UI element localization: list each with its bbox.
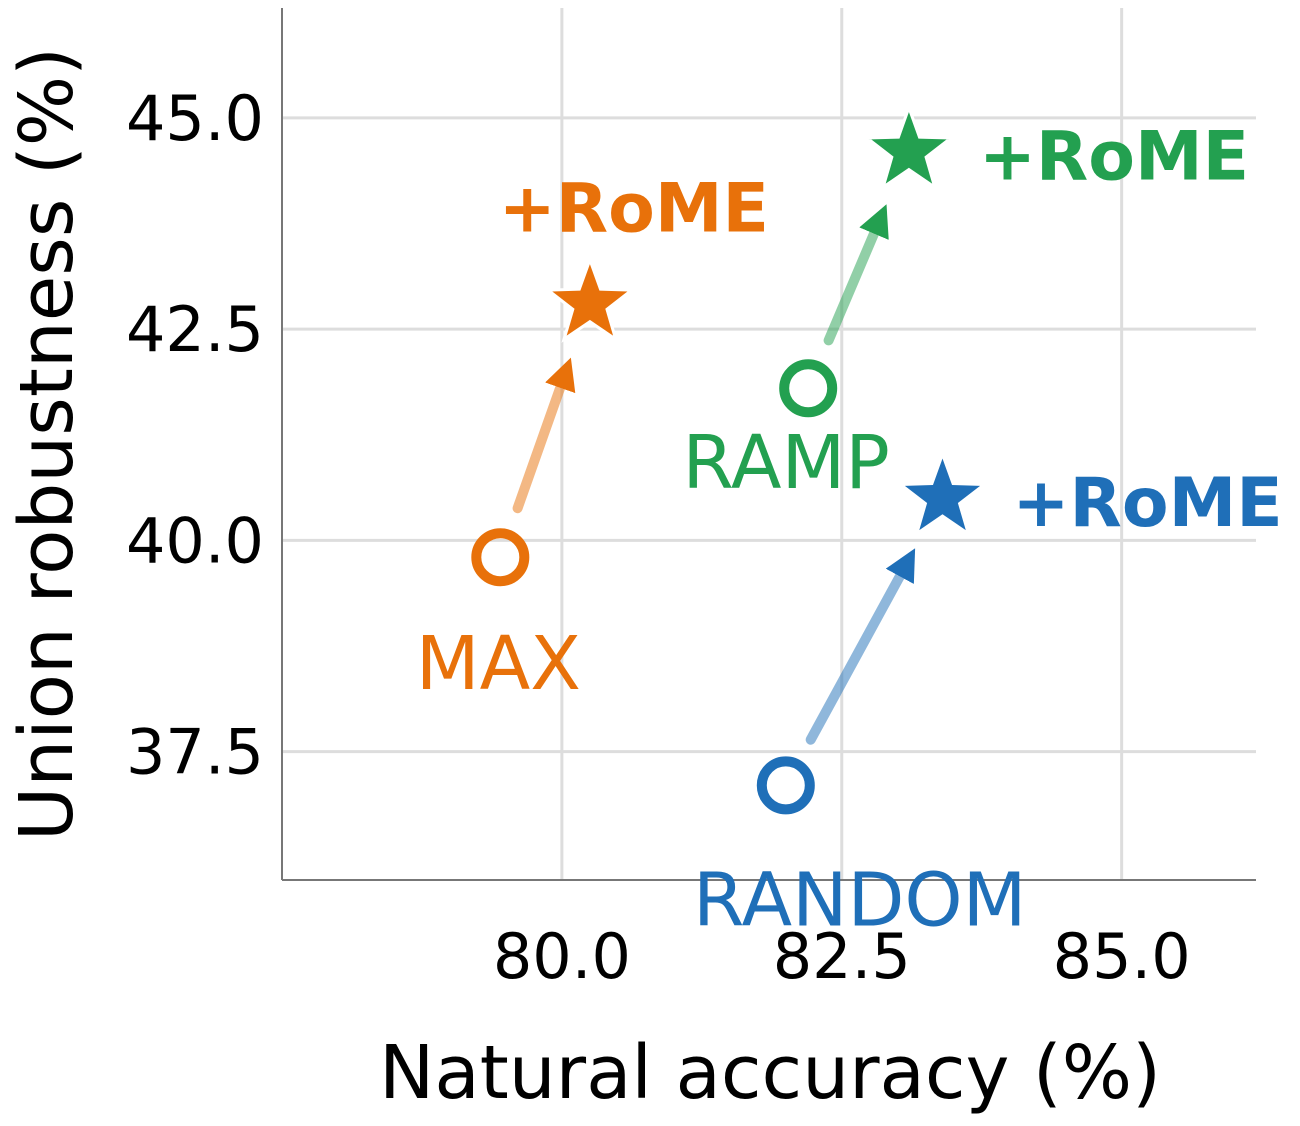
improvement-arrow: [512, 357, 576, 514]
improvement-arrow: [805, 548, 916, 745]
base-point-circle: [756, 756, 815, 815]
base-point-label: RAMP: [682, 420, 890, 506]
base-point-circle: [779, 359, 838, 418]
y-tick-label: 42.5: [126, 293, 264, 366]
x-tick-label: 80.0: [493, 920, 631, 993]
x-axis-label: Natural accuracy (%): [379, 1030, 1161, 1116]
x-tick-label: 85.0: [1053, 920, 1191, 993]
rome-point-star: [896, 449, 989, 538]
base-point-label: RANDOM: [693, 857, 1026, 943]
x-tick-label: 82.5: [773, 920, 911, 993]
base-point-circle: [471, 528, 530, 587]
base-point-label: MAX: [416, 621, 581, 707]
rome-point-label: +RoME: [499, 170, 769, 249]
improvement-arrow: [823, 204, 889, 346]
rome-point-label: +RoME: [1013, 464, 1283, 543]
rome-point-star: [543, 255, 636, 343]
rome-point-star: [862, 103, 956, 191]
rome-point-label: +RoME: [979, 118, 1249, 197]
y-tick-label: 37.5: [126, 716, 264, 789]
y-axis-label: Union robustness (%): [4, 47, 90, 841]
y-tick-label: 45.0: [126, 82, 264, 155]
y-tick-label: 40.0: [126, 504, 264, 577]
